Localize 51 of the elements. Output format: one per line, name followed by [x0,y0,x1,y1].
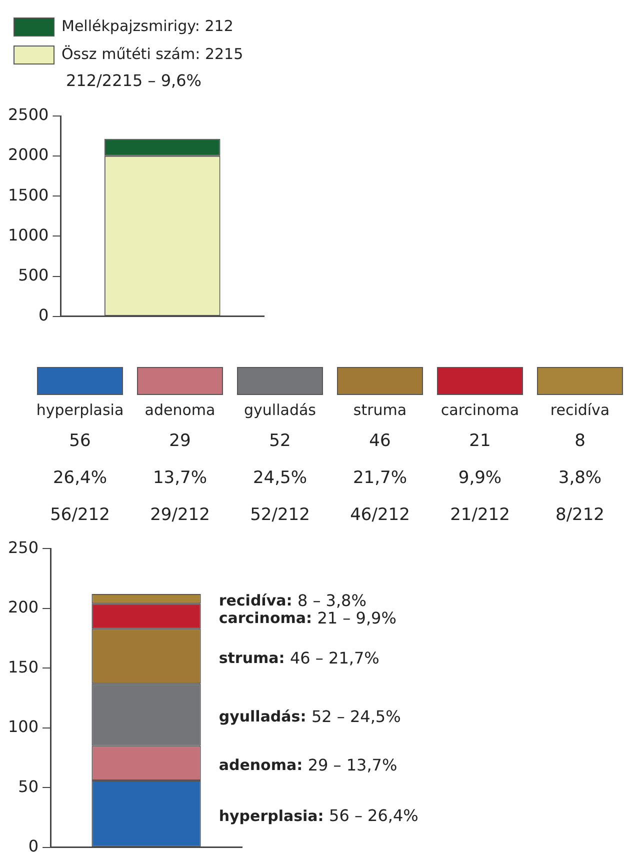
text: adenoma [144,401,216,419]
y-tick-label: 200 [8,598,39,617]
y-tick-label: 150 [8,657,39,676]
text: 56 – 26,4% [329,806,418,826]
text: hyperplasia [35,401,125,419]
y-tick-label: 0 [28,836,39,856]
text: 13,7% [152,468,208,488]
y-tick-label: 2500 [8,105,49,124]
series-label: carcinoma: [218,609,312,628]
legend-label: Mellékpajzsmirigy: 212 [62,16,234,35]
y-tick-label: 100 [8,717,39,736]
text: 8 – 3,8% [297,590,366,610]
series-label: recidíva: [218,592,292,610]
y-tick-label: 2000 [8,145,49,164]
y-tick-label: 500 [18,265,49,284]
y-tick-label: 1500 [8,185,49,204]
text: 52 – 24,5% [311,706,401,726]
text: 46/212 [349,505,411,525]
text: 21 – 9,9% [317,608,396,628]
text: 21,7% [352,468,408,488]
text: gyulladás [243,401,317,419]
text: 8/212 [554,505,606,525]
text: 46 [368,431,392,451]
text: 56/212 [49,505,111,525]
text: 26,4% [52,468,108,488]
text: 21/212 [449,505,511,525]
y-tick-label: 1000 [8,225,49,244]
text: 24,5% [252,468,308,488]
text: 46 – 21,7% [290,648,380,668]
text: 9,9% [457,468,503,488]
text: carcinoma [440,401,520,419]
text: 3,8% [557,468,603,488]
text: 212/2215 – 9,6% [66,71,202,90]
text: 29 [168,431,192,451]
series-label: struma: [218,649,285,668]
legend-label: Össz műtéti szám: 2215 [62,44,244,63]
text: recidíva [549,401,611,419]
text: 29 – 13,7% [308,755,398,774]
y-tick-label: 50 [18,776,39,796]
text: 29/212 [149,505,211,525]
text: struma [352,401,408,419]
series-label: gyulladás: [218,708,306,726]
text: 52/212 [249,505,311,525]
text: 56 [68,431,92,451]
series-label: adenoma: [218,756,303,774]
y-tick-label: 250 [8,538,39,557]
text: 21 [468,431,492,451]
text: 8 [574,431,586,451]
text: 52 [268,431,292,451]
series-label: hyperplasia: [218,806,324,825]
y-tick-label: 0 [38,306,49,325]
